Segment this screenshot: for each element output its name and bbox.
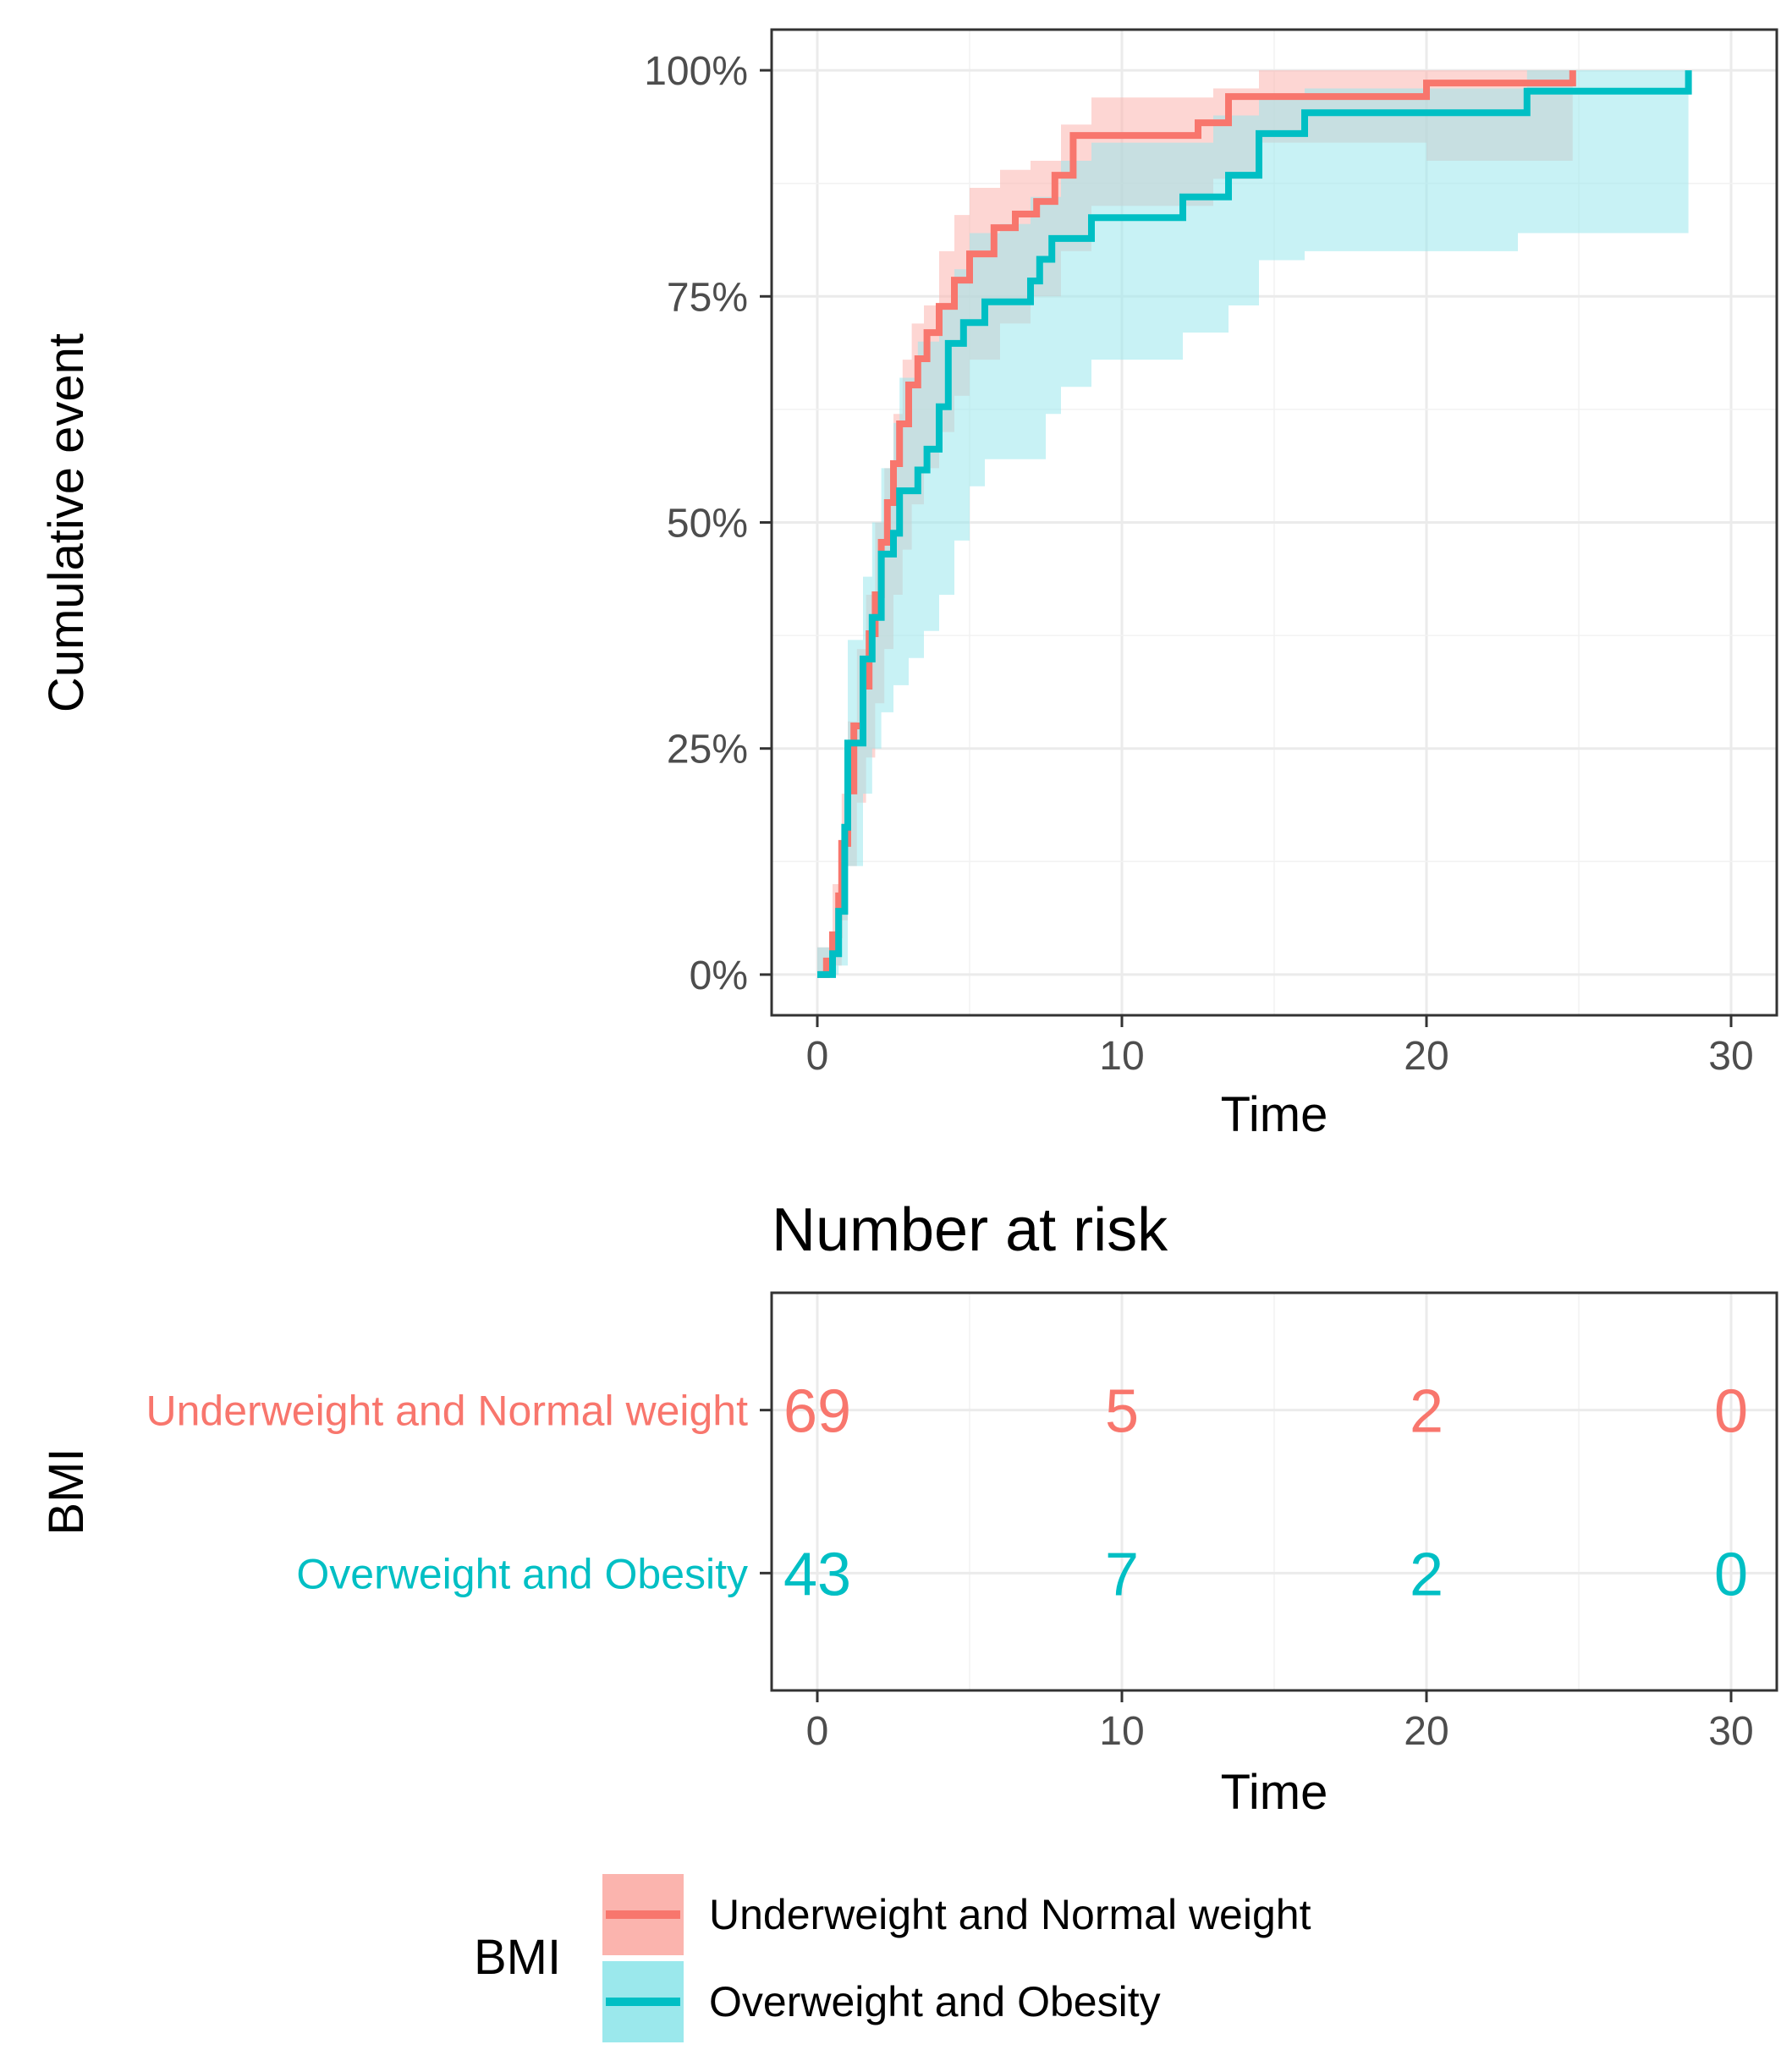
legend-label-underweight: Underweight and Normal weight (709, 1891, 1311, 1938)
legend-item-underweight: Underweight and Normal weight (602, 1874, 1311, 1955)
x-tick-label: 20 (1404, 1034, 1448, 1079)
risk-cell-overweight-and-obesity: 7 (1105, 1541, 1139, 1608)
main-y-axis-title: Cumulative event (39, 333, 94, 712)
main-x-axis-title: Time (1221, 1087, 1328, 1142)
risk-row-label-underweight-and-normal-weight: Underweight and Normal weight (146, 1388, 749, 1435)
legend-label-overweight: Overweight and Obesity (709, 1978, 1161, 2025)
risk-panel-border (770, 1291, 1778, 1692)
risk-table-title: Number at risk (772, 1196, 1168, 1264)
risk-y-axis-title: BMI (39, 1448, 94, 1535)
legend-item-overweight: Overweight and Obesity (602, 1961, 1161, 2042)
main-x-ticks: 0 10 20 30 (806, 1015, 1754, 1079)
y-tick-label: 50% (667, 502, 748, 547)
y-tick-label: 75% (667, 275, 748, 320)
x-tick-label: 30 (1708, 1034, 1753, 1079)
risk-x-tick-label: 0 (806, 1709, 829, 1754)
main-y-ticks: 0% 25% 50% 75% 100% (644, 49, 772, 998)
risk-cell-overweight-and-obesity: 2 (1410, 1541, 1443, 1608)
legend-title: BMI (474, 1930, 561, 1985)
number-at-risk-table: Number at risk 69 5 2 043 7 2 0 Underweight an… (39, 1196, 1778, 1820)
ci-band-overweight-and-obesity (817, 70, 1689, 975)
series-line-overweight-and-obesity (817, 70, 1692, 978)
risk-x-tick-label: 10 (1099, 1709, 1144, 1754)
x-tick-label: 0 (806, 1034, 829, 1079)
risk-cell-underweight-and-normal-weight: 69 (783, 1378, 851, 1446)
step-lines (817, 70, 1692, 978)
legend: BMI Underweight and Normal weight Overwe… (474, 1874, 1311, 2042)
risk-cell-underweight-and-normal-weight: 2 (1410, 1378, 1443, 1446)
confidence-bands (817, 70, 1689, 975)
risk-gridlines (772, 1293, 1777, 1690)
y-tick-label: 25% (667, 728, 748, 772)
risk-x-ticks: 0 10 20 30 (806, 1690, 1754, 1754)
y-tick-label: 0% (690, 954, 748, 998)
risk-row-labels: Underweight and Normal weight Overweight … (146, 1388, 772, 1597)
cumulative-incidence-plot: 0 10 20 30 0% 25% 50% 75% 100% Time Cumulative … (39, 28, 1778, 1142)
risk-cell-overweight-and-obesity: 43 (783, 1541, 851, 1608)
risk-x-tick-label: 20 (1404, 1709, 1448, 1754)
risk-cell-underweight-and-normal-weight: 0 (1714, 1378, 1748, 1446)
risk-cells: 69 5 2 0 43 7 2 0 (783, 1378, 1748, 1609)
risk-cell-overweight-and-obesity: 0 (1714, 1541, 1748, 1608)
risk-row-label-overweight-and-obesity: Overweight and Obesity (296, 1550, 748, 1597)
risk-x-tick-label: 30 (1708, 1709, 1753, 1754)
risk-x-axis-title: Time (1221, 1765, 1328, 1820)
x-tick-label: 10 (1099, 1034, 1144, 1079)
y-tick-label: 100% (644, 49, 748, 94)
risk-cell-underweight-and-normal-weight: 5 (1105, 1378, 1139, 1446)
